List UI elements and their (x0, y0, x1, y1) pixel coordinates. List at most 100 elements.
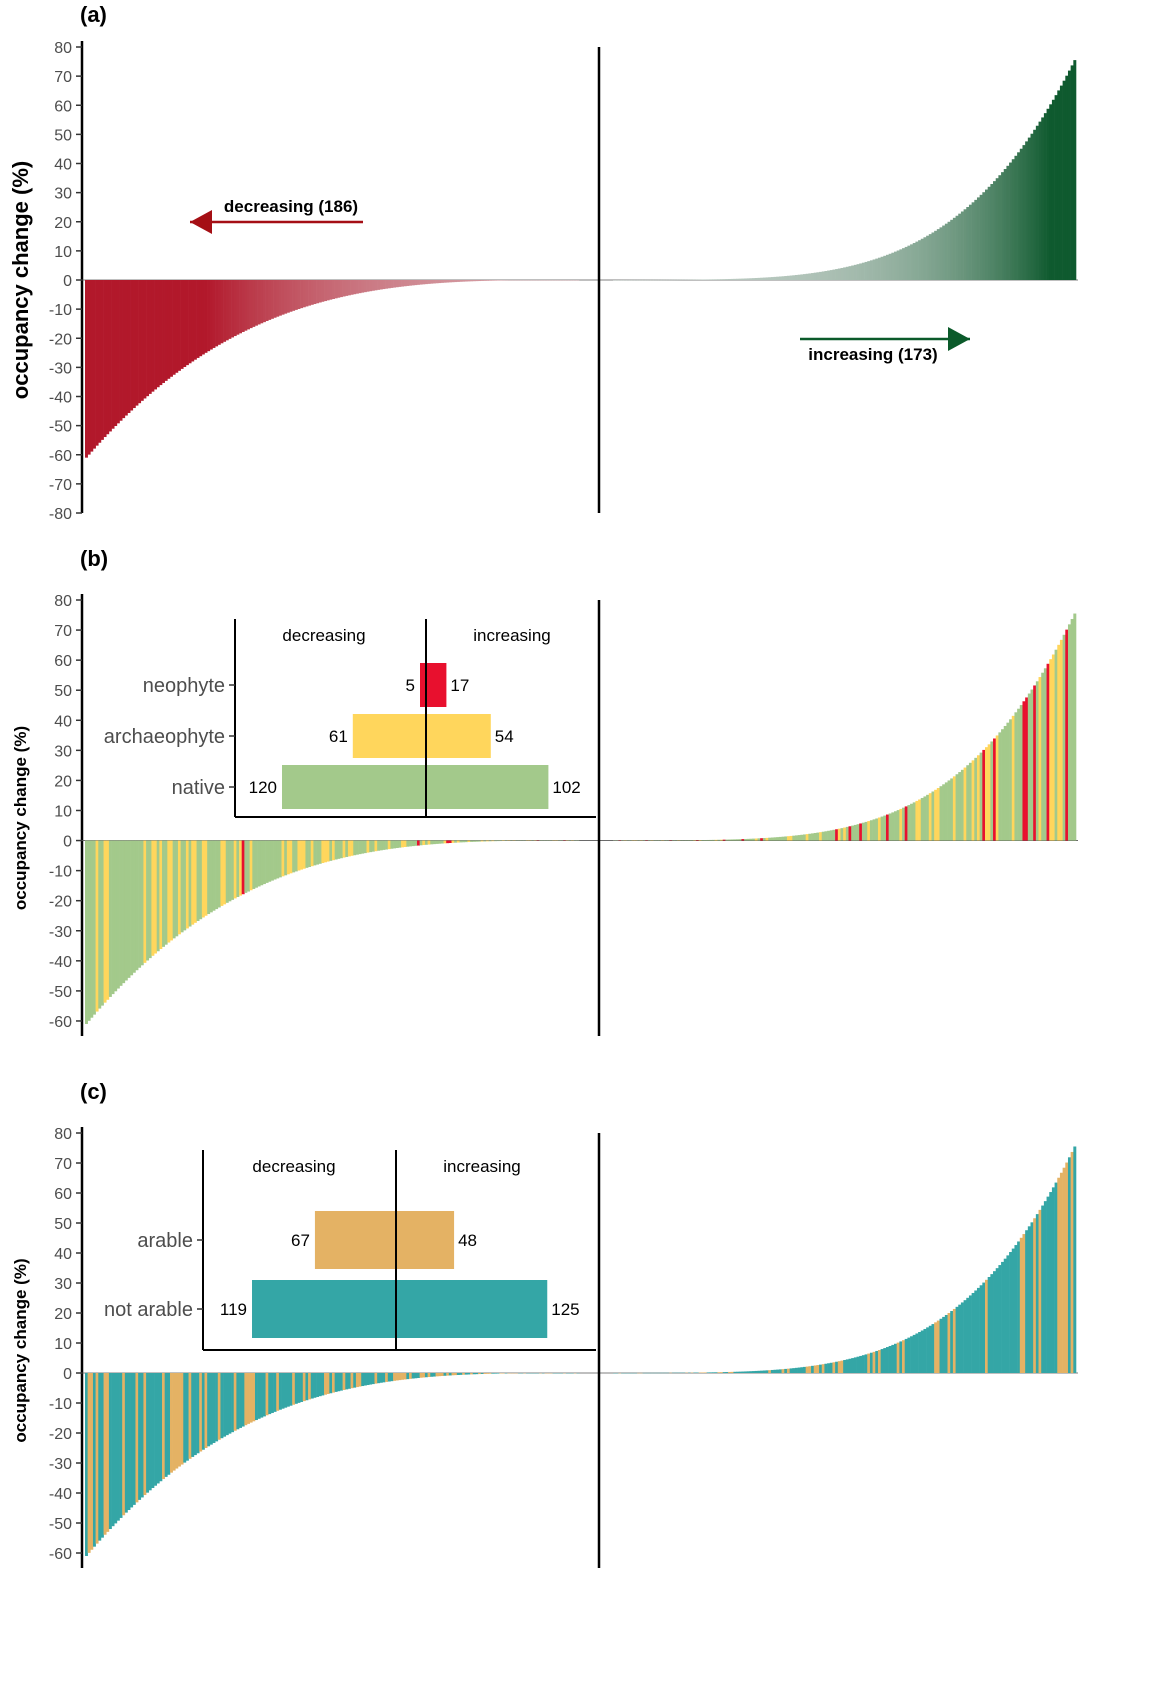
bar (313, 280, 317, 305)
y-tick-label: -20 (49, 1426, 72, 1443)
bar (1067, 70, 1071, 281)
bar (703, 840, 707, 841)
bar (363, 840, 367, 854)
bar (294, 840, 298, 872)
bar (494, 1373, 497, 1374)
bar (448, 280, 452, 283)
bar (749, 838, 753, 841)
bar (1033, 685, 1037, 841)
bar (416, 1373, 420, 1378)
bar (968, 204, 972, 280)
bar (754, 277, 758, 280)
bar (709, 279, 713, 280)
increasing-arrow-head (948, 327, 970, 351)
inset-count-decreasing: 61 (329, 727, 348, 746)
bar (478, 280, 482, 282)
bar (824, 1363, 828, 1373)
y-tick-label: 30 (54, 743, 72, 760)
bar (765, 1370, 769, 1373)
bar (292, 1373, 296, 1405)
bar (470, 840, 474, 842)
bar (1073, 1146, 1077, 1373)
bar (143, 1373, 147, 1496)
bar (939, 1318, 943, 1373)
bar (872, 1351, 876, 1373)
bar (316, 840, 320, 865)
bar (754, 1370, 758, 1373)
bar (228, 1373, 232, 1434)
bar (98, 1373, 102, 1541)
bar (703, 1372, 707, 1373)
bar (207, 840, 211, 915)
bar (85, 840, 88, 1024)
bar (332, 840, 335, 861)
bar (829, 830, 833, 841)
inset-count-decreasing: 5 (406, 676, 415, 695)
bar (912, 243, 916, 280)
bar (848, 1358, 852, 1373)
bar (907, 245, 911, 280)
bar (963, 209, 967, 280)
bar (853, 1357, 857, 1373)
bar (1043, 1201, 1047, 1373)
bar (760, 277, 764, 280)
bar (300, 280, 304, 309)
bar (736, 278, 740, 280)
bar (228, 840, 232, 902)
bar (268, 840, 272, 882)
y-tick-label: 0 (63, 273, 72, 290)
bar (835, 269, 839, 280)
bar (92, 280, 96, 449)
bar (931, 791, 935, 841)
bar (329, 1373, 333, 1394)
bar (363, 1373, 367, 1386)
bar (111, 840, 115, 995)
bar (918, 1332, 922, 1373)
bar (472, 280, 476, 282)
inset-count-increasing: 54 (495, 727, 514, 746)
bar (738, 839, 742, 841)
bar (760, 1370, 764, 1373)
bar (183, 280, 187, 367)
bar (464, 1373, 468, 1375)
y-axis-label: occupancy change (%) (8, 161, 33, 399)
bar (233, 840, 237, 899)
bar (249, 840, 253, 891)
bar (478, 1373, 482, 1375)
y-tick-label: -30 (49, 924, 72, 941)
bar (199, 280, 203, 357)
bar (813, 832, 817, 841)
bar (87, 280, 91, 455)
bar (494, 280, 497, 281)
bar (138, 280, 142, 404)
bar (87, 1373, 91, 1553)
bar (486, 840, 489, 842)
bar (845, 826, 849, 841)
bar (146, 1373, 150, 1493)
bar (337, 280, 341, 298)
bar (252, 1373, 256, 1422)
bar (395, 280, 399, 288)
bar (910, 803, 914, 841)
bar (803, 1366, 806, 1373)
bar (952, 1308, 956, 1373)
bar (1073, 60, 1077, 281)
bar (409, 1373, 412, 1379)
bar (786, 275, 790, 280)
bar (797, 835, 801, 841)
bar (805, 1366, 809, 1373)
bar (278, 840, 282, 878)
bar (395, 1373, 399, 1381)
bar (910, 1336, 914, 1373)
bar (371, 1373, 375, 1385)
bar (196, 1373, 200, 1454)
bar (169, 840, 173, 941)
bar (249, 280, 253, 329)
bar (813, 1365, 817, 1373)
bar (135, 840, 139, 971)
bar (728, 1371, 732, 1373)
bar (968, 1295, 972, 1373)
bar (752, 838, 756, 841)
bar (880, 816, 884, 841)
bar (811, 833, 815, 841)
